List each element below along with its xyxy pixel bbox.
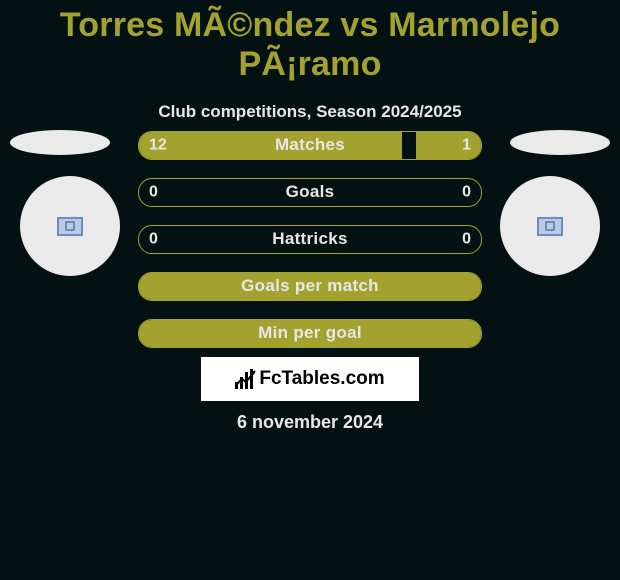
footer-date: 6 november 2024 [0, 412, 620, 433]
stat-value-right: 1 [462, 136, 471, 154]
page-title: Torres MÃ©ndez vs Marmolejo PÃ¡ramo [0, 6, 620, 84]
player-left-avatar [20, 176, 120, 276]
page-subtitle: Club competitions, Season 2024/2025 [0, 102, 620, 122]
stat-row-min-per-goal: Min per goal [138, 319, 482, 348]
stat-label: Matches [139, 135, 481, 155]
stat-row-hattricks: 0 Hattricks 0 [138, 225, 482, 254]
stat-value-right: 0 [462, 183, 471, 201]
fctables-badge[interactable]: FcTables.com [201, 357, 419, 401]
image-placeholder-icon [57, 217, 83, 236]
badge-text: FcTables.com [259, 368, 384, 390]
stat-label: Goals [139, 182, 481, 202]
comparison-widget: Torres MÃ©ndez vs Marmolejo PÃ¡ramo Club… [0, 6, 620, 580]
stat-label: Goals per match [139, 276, 481, 296]
player-right-team-ellipse [510, 130, 610, 155]
stat-label: Min per goal [139, 323, 481, 343]
stat-row-matches: 12 Matches 1 [138, 131, 482, 160]
stat-value-right: 0 [462, 230, 471, 248]
stats-container: 12 Matches 1 0 Goals 0 0 Hattricks 0 Goa… [138, 131, 482, 366]
stat-row-goals: 0 Goals 0 [138, 178, 482, 207]
stat-row-goals-per-match: Goals per match [138, 272, 482, 301]
stat-label: Hattricks [139, 229, 481, 249]
bar-chart-icon [235, 369, 253, 389]
player-left-team-ellipse [10, 130, 110, 155]
image-placeholder-icon [537, 217, 563, 236]
player-right-avatar [500, 176, 600, 276]
